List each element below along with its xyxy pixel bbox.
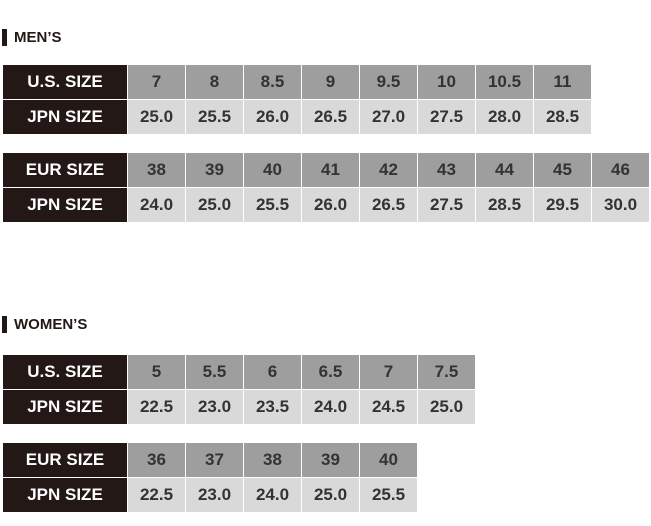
size-cell: 24.5 — [359, 389, 418, 425]
size-cell: 9.5 — [359, 64, 418, 100]
size-cell: 28.0 — [475, 99, 534, 135]
size-row: EUR SIZE 38 39 40 41 42 43 44 45 46 — [2, 152, 650, 188]
womens-us-size-table: U.S. SIZE 5 5.5 6 6.5 7 7.5 JPN SIZE 22.5 23.0 23.… — [2, 354, 476, 425]
size-cell: 8.5 — [243, 64, 302, 100]
size-cell: 25.0 — [185, 187, 244, 223]
size-cell: 27.0 — [359, 99, 418, 135]
size-cell: 5 — [127, 354, 186, 390]
size-cell: 7 — [359, 354, 418, 390]
size-cell: 39 — [185, 152, 244, 188]
size-cell: 24.0 — [243, 477, 302, 513]
size-cell: 8 — [185, 64, 244, 100]
size-cell: 29.5 — [533, 187, 592, 223]
size-cell: 45 — [533, 152, 592, 188]
size-row: U.S. SIZE 5 5.5 6 6.5 7 7.5 — [2, 354, 476, 390]
size-cell: 6.5 — [301, 354, 360, 390]
size-row: EUR SIZE 36 37 38 39 40 — [2, 442, 418, 478]
womens-title: WOMEN’S — [14, 316, 88, 333]
jpn-row: JPN SIZE 22.5 23.0 24.0 25.0 25.5 — [2, 477, 418, 513]
size-row: U.S. SIZE 7 8 8.5 9 9.5 10 10.5 11 — [2, 64, 592, 100]
size-cell: 41 — [301, 152, 360, 188]
size-cell: 23.0 — [185, 389, 244, 425]
womens-heading: WOMEN’S — [2, 316, 87, 333]
size-cell: 25.0 — [417, 389, 476, 425]
size-cell: 10.5 — [475, 64, 534, 100]
row-label: U.S. SIZE — [2, 354, 128, 390]
row-label: JPN SIZE — [2, 477, 128, 513]
mens-eur-size-table: EUR SIZE 38 39 40 41 42 43 44 45 46 JPN SIZE 24.0 25… — [2, 152, 650, 223]
size-cell: 5.5 — [185, 354, 244, 390]
size-cell: 25.5 — [359, 477, 418, 513]
size-cell: 43 — [417, 152, 476, 188]
size-cell: 44 — [475, 152, 534, 188]
size-cell: 10 — [417, 64, 476, 100]
size-cell: 28.5 — [533, 99, 592, 135]
size-cell: 25.0 — [127, 99, 186, 135]
mens-heading: MEN’S — [2, 29, 62, 46]
row-label: JPN SIZE — [2, 389, 128, 425]
size-cell: 38 — [243, 442, 302, 478]
size-cell: 26.0 — [301, 187, 360, 223]
size-cell: 25.5 — [185, 99, 244, 135]
size-cell: 25.5 — [243, 187, 302, 223]
jpn-row: JPN SIZE 25.0 25.5 26.0 26.5 27.0 27.5 28.0 28.5 — [2, 99, 592, 135]
size-cell: 26.5 — [359, 187, 418, 223]
size-cell: 37 — [185, 442, 244, 478]
row-label: EUR SIZE — [2, 152, 128, 188]
size-cell: 7 — [127, 64, 186, 100]
size-cell: 11 — [533, 64, 592, 100]
jpn-row: JPN SIZE 24.0 25.0 25.5 26.0 26.5 27.5 28.5 29.5… — [2, 187, 650, 223]
size-cell: 40 — [359, 442, 418, 478]
size-cell: 22.5 — [127, 477, 186, 513]
size-cell: 6 — [243, 354, 302, 390]
row-label: U.S. SIZE — [2, 64, 128, 100]
size-cell: 23.0 — [185, 477, 244, 513]
heading-marker — [2, 29, 7, 46]
size-cell: 28.5 — [475, 187, 534, 223]
size-cell: 26.5 — [301, 99, 360, 135]
size-cell: 27.5 — [417, 187, 476, 223]
size-cell: 22.5 — [127, 389, 186, 425]
heading-marker — [2, 316, 7, 333]
size-cell: 9 — [301, 64, 360, 100]
size-cell: 30.0 — [591, 187, 650, 223]
size-cell: 39 — [301, 442, 360, 478]
size-cell: 40 — [243, 152, 302, 188]
size-cell: 25.0 — [301, 477, 360, 513]
jpn-row: JPN SIZE 22.5 23.0 23.5 24.0 24.5 25.0 — [2, 389, 476, 425]
size-cell: 7.5 — [417, 354, 476, 390]
row-label: JPN SIZE — [2, 187, 128, 223]
size-cell: 24.0 — [301, 389, 360, 425]
size-cell: 42 — [359, 152, 418, 188]
row-label: EUR SIZE — [2, 442, 128, 478]
size-cell: 38 — [127, 152, 186, 188]
size-cell: 46 — [591, 152, 650, 188]
womens-eur-size-table: EUR SIZE 36 37 38 39 40 JPN SIZE 22.5 23.0 24.0 25… — [2, 442, 418, 513]
mens-us-size-table: U.S. SIZE 7 8 8.5 9 9.5 10 10.5 11 JPN SIZE 25.0 25… — [2, 64, 592, 135]
size-cell: 24.0 — [127, 187, 186, 223]
size-cell: 27.5 — [417, 99, 476, 135]
row-label: JPN SIZE — [2, 99, 128, 135]
size-cell: 36 — [127, 442, 186, 478]
mens-title: MEN’S — [14, 29, 62, 46]
size-cell: 26.0 — [243, 99, 302, 135]
size-cell: 23.5 — [243, 389, 302, 425]
